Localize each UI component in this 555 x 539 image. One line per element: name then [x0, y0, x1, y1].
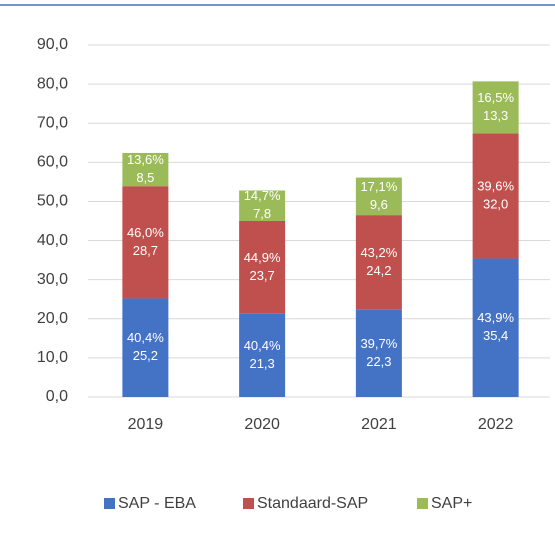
share-label: 17,1% — [360, 179, 397, 194]
value-label: 8,5 — [136, 170, 154, 185]
value-label: 22,3 — [366, 354, 391, 369]
bar-segment — [355, 177, 402, 216]
y-tick-label: 10,0 — [37, 349, 68, 366]
bar-segment — [472, 81, 519, 134]
bar-segment — [239, 190, 286, 221]
y-tick-label: 20,0 — [37, 310, 68, 327]
share-label: 40,4% — [127, 330, 164, 345]
bar-segment — [472, 133, 519, 259]
legend-label: SAP - EBA — [118, 495, 196, 512]
legend-swatch — [243, 498, 254, 509]
value-label: 13,3 — [483, 108, 508, 123]
x-tick-label: 2020 — [244, 416, 280, 433]
bar-segment — [122, 298, 169, 397]
share-label: 44,9% — [244, 250, 281, 265]
y-tick-label: 30,0 — [37, 271, 68, 288]
bar-segment — [122, 152, 169, 187]
x-tick-label: 2019 — [128, 416, 164, 433]
y-tick-label: 50,0 — [37, 193, 68, 210]
bar-segment — [239, 313, 286, 397]
y-tick-label: 70,0 — [37, 114, 68, 131]
share-label: 39,7% — [360, 336, 397, 351]
y-tick-label: 90,0 — [37, 36, 68, 53]
value-label: 24,2 — [366, 263, 391, 278]
value-label: 28,7 — [133, 243, 158, 258]
bar-segment — [122, 186, 169, 299]
share-label: 39,6% — [477, 178, 514, 193]
y-tick-label: 0,0 — [46, 388, 68, 405]
value-label: 21,3 — [249, 356, 274, 371]
share-label: 40,4% — [244, 338, 281, 353]
y-tick-label: 60,0 — [37, 154, 68, 171]
legend-label: SAP+ — [431, 495, 472, 512]
share-label: 43,9% — [477, 310, 514, 325]
x-tick-label: 2021 — [361, 416, 397, 433]
legend-swatch — [104, 498, 115, 509]
y-tick-label: 80,0 — [37, 75, 68, 92]
x-tick-label: 2022 — [478, 416, 514, 433]
bar-segment — [472, 258, 519, 397]
share-label: 46,0% — [127, 225, 164, 240]
legend-swatch — [417, 498, 428, 509]
value-label: 32,0 — [483, 196, 508, 211]
legend-label: Standaard-SAP — [257, 495, 368, 512]
y-tick-label: 40,0 — [37, 232, 68, 249]
value-label: 9,6 — [370, 197, 388, 212]
bar-segment — [355, 215, 402, 310]
value-label: 25,2 — [133, 348, 158, 363]
share-label: 43,2% — [360, 245, 397, 260]
bar-segment — [355, 309, 402, 397]
share-label: 13,6% — [127, 152, 164, 167]
value-label: 7,8 — [253, 206, 271, 221]
share-label: 16,5% — [477, 90, 514, 105]
bar-segment — [239, 221, 286, 314]
value-label: 23,7 — [249, 268, 274, 283]
value-label: 35,4 — [483, 328, 508, 343]
share-label: 14,7% — [244, 188, 281, 203]
